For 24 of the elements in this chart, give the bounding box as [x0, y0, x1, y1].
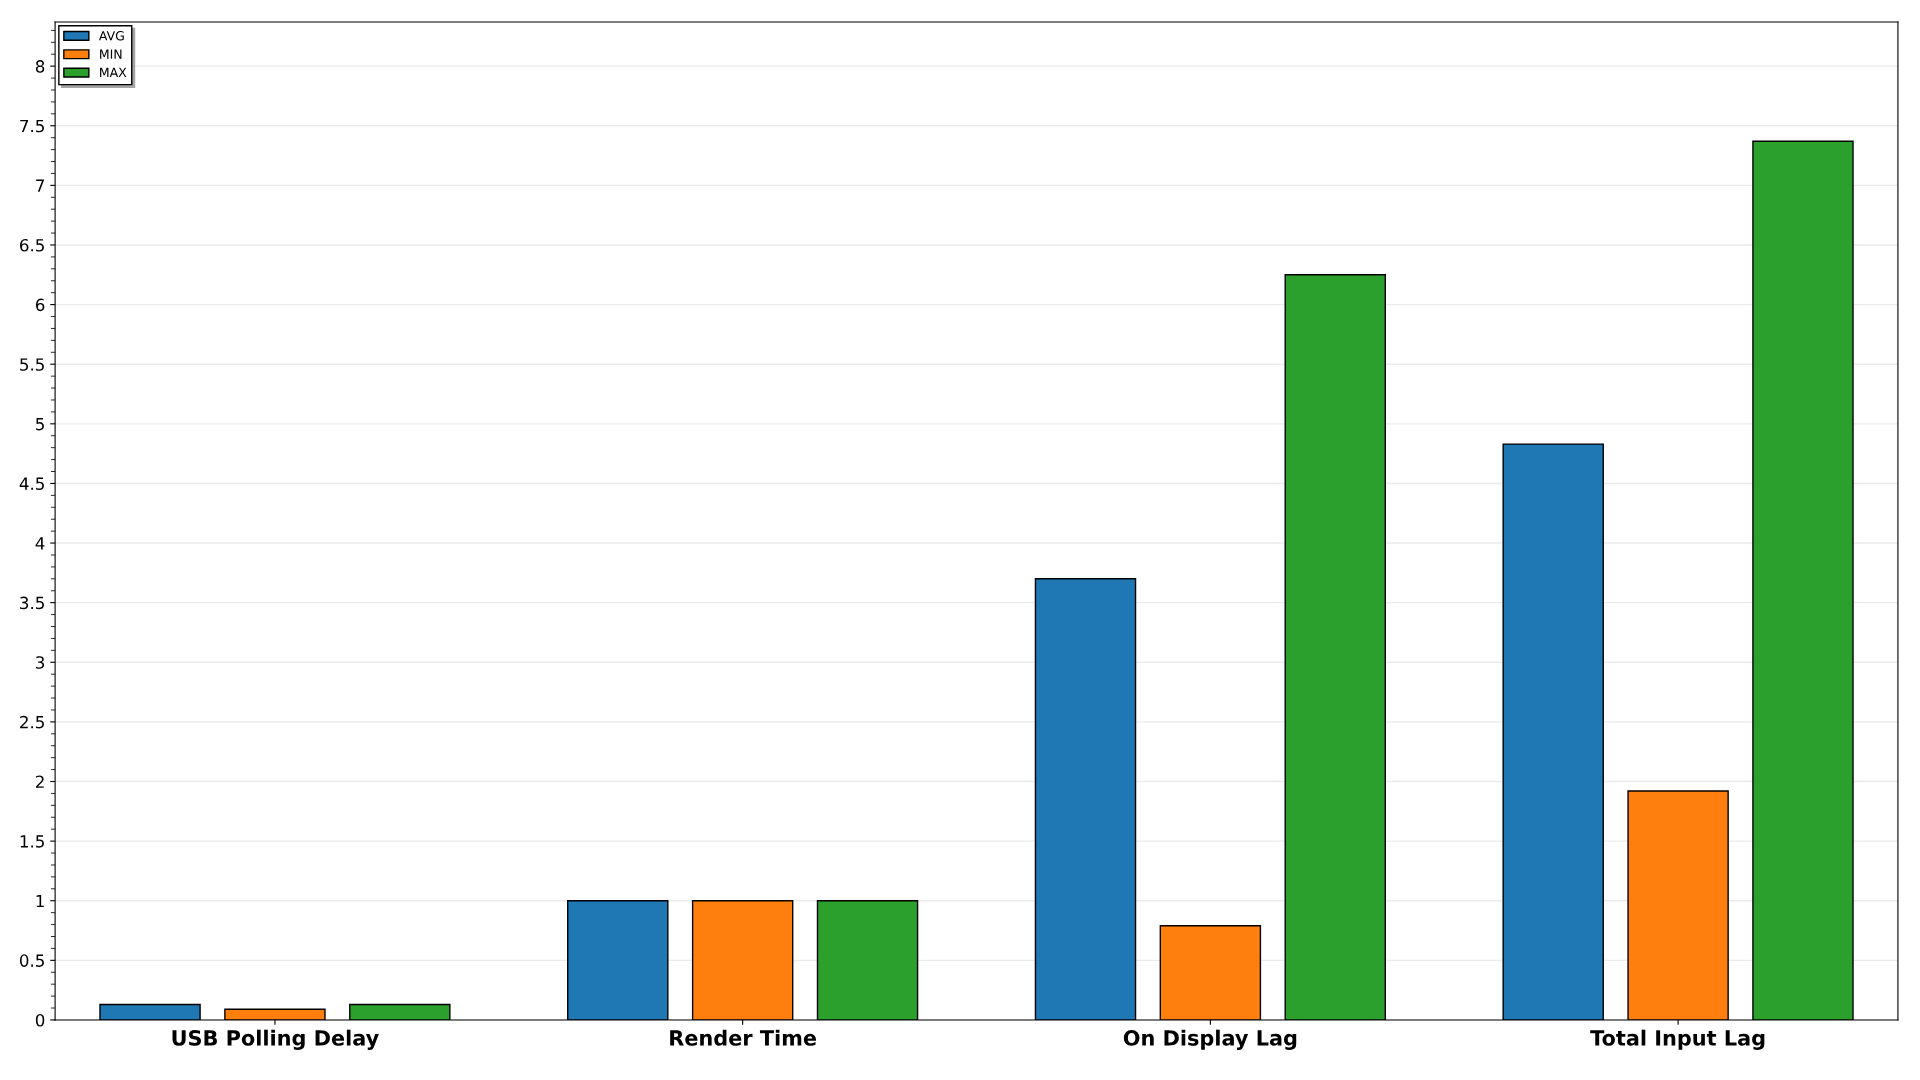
- y-tick-label: 4.5: [19, 477, 44, 490]
- y-tick-label: 1: [36, 894, 44, 908]
- x-tick-label: USB Polling Delay: [172, 1029, 379, 1050]
- x-tick-label: On Display Lag: [1123, 1029, 1297, 1050]
- y-tick-label: 0.5: [19, 954, 44, 967]
- legend-label: AVG: [98, 31, 124, 41]
- y-tick-label: 3.5: [20, 596, 44, 610]
- y-tick-label: 2.5: [20, 715, 44, 729]
- legend-label: MAX: [100, 67, 127, 77]
- legend-label: MIN: [100, 49, 122, 59]
- y-tick-label: 6: [35, 298, 45, 312]
- y-tick-label: 4: [35, 537, 45, 550]
- y-tick-label: 0: [35, 1013, 45, 1027]
- y-tick-label: 7.5: [20, 119, 44, 133]
- x-tick-label: Render Time: [670, 1029, 817, 1046]
- y-tick-label: 6.5: [20, 238, 44, 252]
- y-tick-label: 2: [36, 775, 44, 788]
- y-tick-label: 5.5: [20, 358, 44, 371]
- y-tick-label: 8: [35, 60, 45, 73]
- y-tick-label: 5: [36, 418, 44, 431]
- y-tick-label: 3: [36, 656, 45, 669]
- y-tick-label: 1.5: [20, 835, 44, 848]
- y-tick-label: 7: [36, 179, 44, 192]
- x-tick-label: Total Input Lag: [1590, 1029, 1765, 1050]
